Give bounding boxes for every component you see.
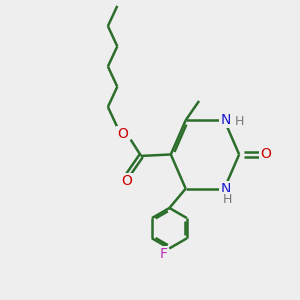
Text: O: O xyxy=(260,148,272,161)
Text: N: N xyxy=(220,113,231,127)
Text: H: H xyxy=(235,115,244,128)
Text: O: O xyxy=(121,174,132,188)
Text: N: N xyxy=(220,182,231,196)
Text: O: O xyxy=(117,127,128,141)
Text: H: H xyxy=(223,194,232,206)
Text: F: F xyxy=(160,248,168,261)
